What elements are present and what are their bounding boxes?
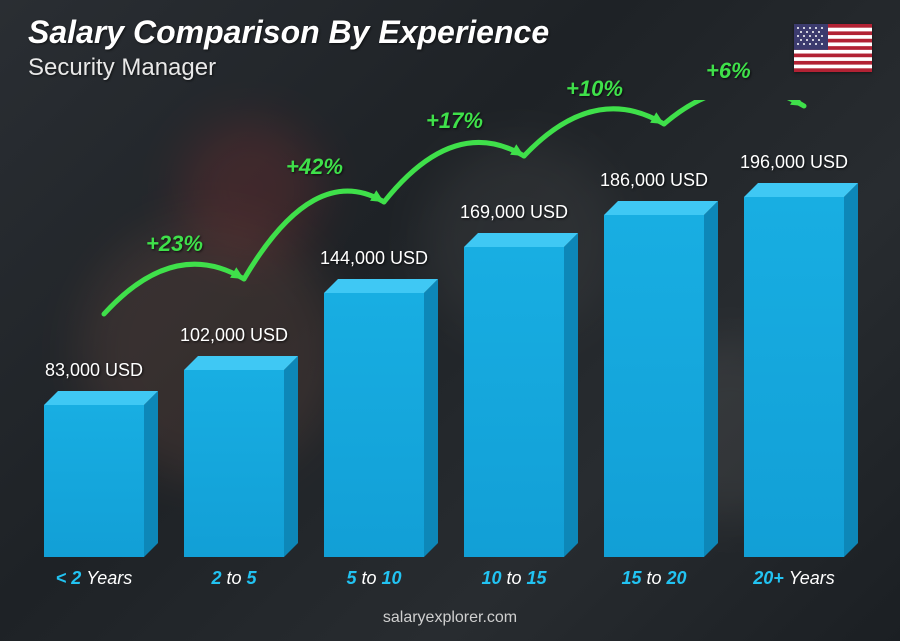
category-label: 2 to 5 [174, 568, 294, 589]
bar: 196,000 USD [734, 197, 854, 557]
bar: 186,000 USD [594, 215, 714, 557]
bar-value-label: 144,000 USD [320, 248, 428, 269]
usa-flag-icon [794, 24, 872, 72]
bar: 83,000 USD [34, 405, 154, 557]
delta-label: +17% [426, 108, 483, 134]
bar-value-label: 83,000 USD [45, 360, 143, 381]
bar: 102,000 USD [174, 370, 294, 557]
chart-stage: Salary Comparison By Experience Security… [0, 0, 900, 641]
category-label: 10 to 15 [454, 568, 574, 589]
bar: 144,000 USD [314, 293, 434, 557]
footer-credit: salaryexplorer.com [0, 609, 900, 627]
page-title: Salary Comparison By Experience [28, 14, 549, 51]
category-label: < 2 Years [34, 568, 154, 589]
bar-value-label: 186,000 USD [600, 170, 708, 191]
bar-value-label: 102,000 USD [180, 325, 288, 346]
delta-label: +42% [286, 154, 343, 180]
page-subtitle: Security Manager [28, 54, 216, 82]
category-label: 5 to 10 [314, 568, 434, 589]
bar-value-label: 169,000 USD [460, 202, 568, 223]
delta-label: +10% [566, 76, 623, 102]
delta-label: +23% [146, 231, 203, 257]
bar: 169,000 USD [454, 247, 574, 557]
bar-chart: 83,000 USD102,000 USD144,000 USD169,000 … [24, 100, 864, 581]
category-label: 20+ Years [734, 568, 854, 589]
category-label: 15 to 20 [594, 568, 714, 589]
bar-value-label: 196,000 USD [740, 152, 848, 173]
delta-label: +6% [706, 58, 751, 84]
